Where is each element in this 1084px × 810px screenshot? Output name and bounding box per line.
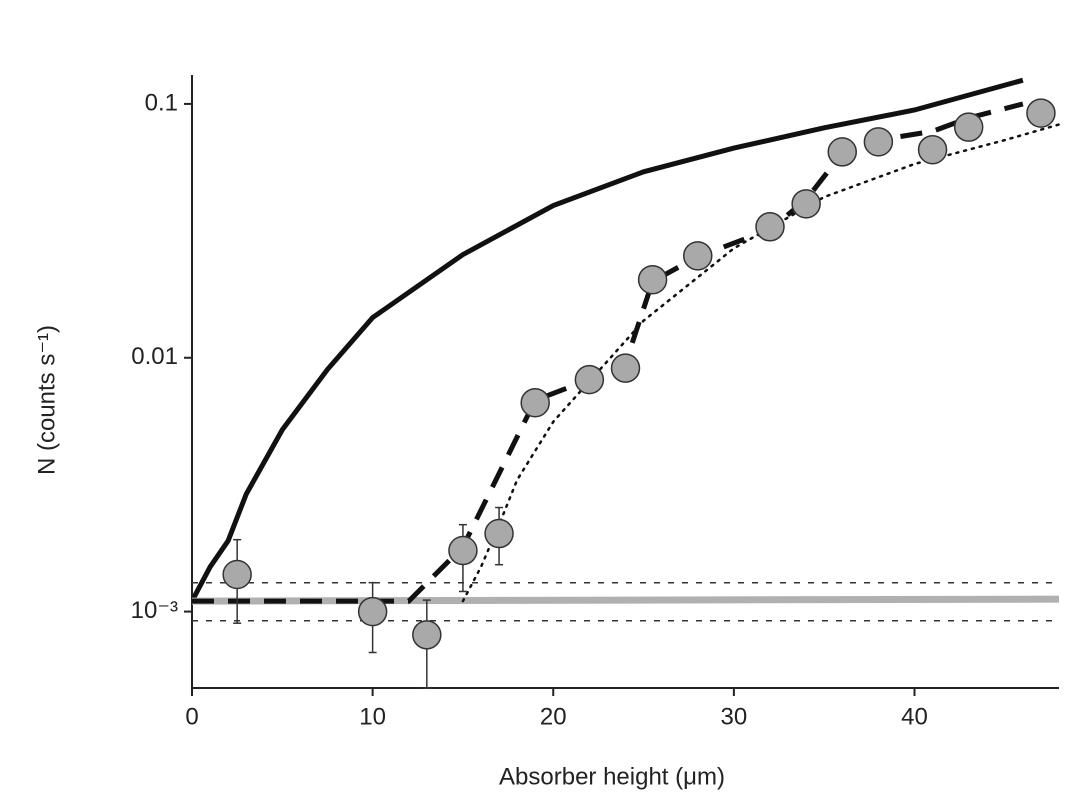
x-tick-label: 40 (901, 703, 928, 730)
y-tick-label: 0.01 (131, 343, 178, 370)
data-point (520, 387, 550, 418)
x-tick-label: 0 (185, 703, 198, 730)
data-point (863, 127, 894, 157)
line-gray (192, 595, 1060, 605)
x-tick-label: 20 (540, 703, 567, 730)
data-point (222, 559, 252, 590)
line-dotted (461, 123, 1061, 603)
data-point (484, 518, 514, 549)
x-tick-label: 10 (359, 703, 386, 730)
line-solid (192, 77, 1024, 603)
data-point (637, 264, 668, 295)
data-point (827, 137, 857, 167)
y-axis-label: N (counts s⁻¹) (33, 325, 60, 475)
data-point (574, 364, 605, 395)
data-point (917, 134, 948, 165)
data-point (357, 596, 388, 627)
data-point (683, 241, 713, 271)
x-tick-label: 30 (721, 703, 748, 730)
x-axis-label: Absorber height (μm) (499, 763, 725, 790)
data-point (1026, 98, 1056, 128)
data-point (755, 212, 785, 242)
data-point (953, 112, 984, 142)
data-point (412, 620, 442, 650)
y-tick-label: 10⁻³ (131, 597, 178, 624)
data-point (791, 189, 821, 219)
line-dashed (192, 101, 1024, 604)
y-tick-label: 0.1 (145, 89, 178, 116)
data-point (610, 353, 641, 383)
data-point (448, 535, 478, 566)
